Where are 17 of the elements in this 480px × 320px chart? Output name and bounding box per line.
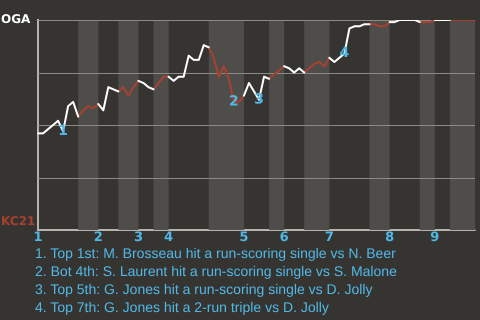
x-tick-label: 9 xyxy=(430,230,440,246)
x-tick-label: 2 xyxy=(94,230,103,246)
annotation: 3 xyxy=(254,91,264,108)
text: OGA xyxy=(1,12,32,26)
text: 4. Top 7th: G. Jones hit a 2-run triple vs D. Jolly xyxy=(35,298,330,316)
annotation: 1 xyxy=(58,122,68,139)
x-tick-label: 7 xyxy=(324,230,334,246)
text: 3. Top 5th: G. Jones hit a run-scoring single vs D. Jolly xyxy=(35,280,374,298)
x-tick-label: 6 xyxy=(280,230,289,246)
x-tick-label: 5 xyxy=(239,230,248,246)
x-tick-label: 8 xyxy=(385,230,394,246)
x-tick-label: 1 xyxy=(33,230,43,246)
x-tick-label: 4 xyxy=(164,230,174,246)
x-tick-label: 3 xyxy=(134,230,143,246)
text: 2. Bot 4th: S. Laurent hit a run-scoring single vs S. Malone xyxy=(35,262,397,280)
text: 1. Top 1st: M. Brosseau hit a run-scoring single vs N. Beer xyxy=(35,244,397,262)
text: KC21 xyxy=(1,214,36,228)
